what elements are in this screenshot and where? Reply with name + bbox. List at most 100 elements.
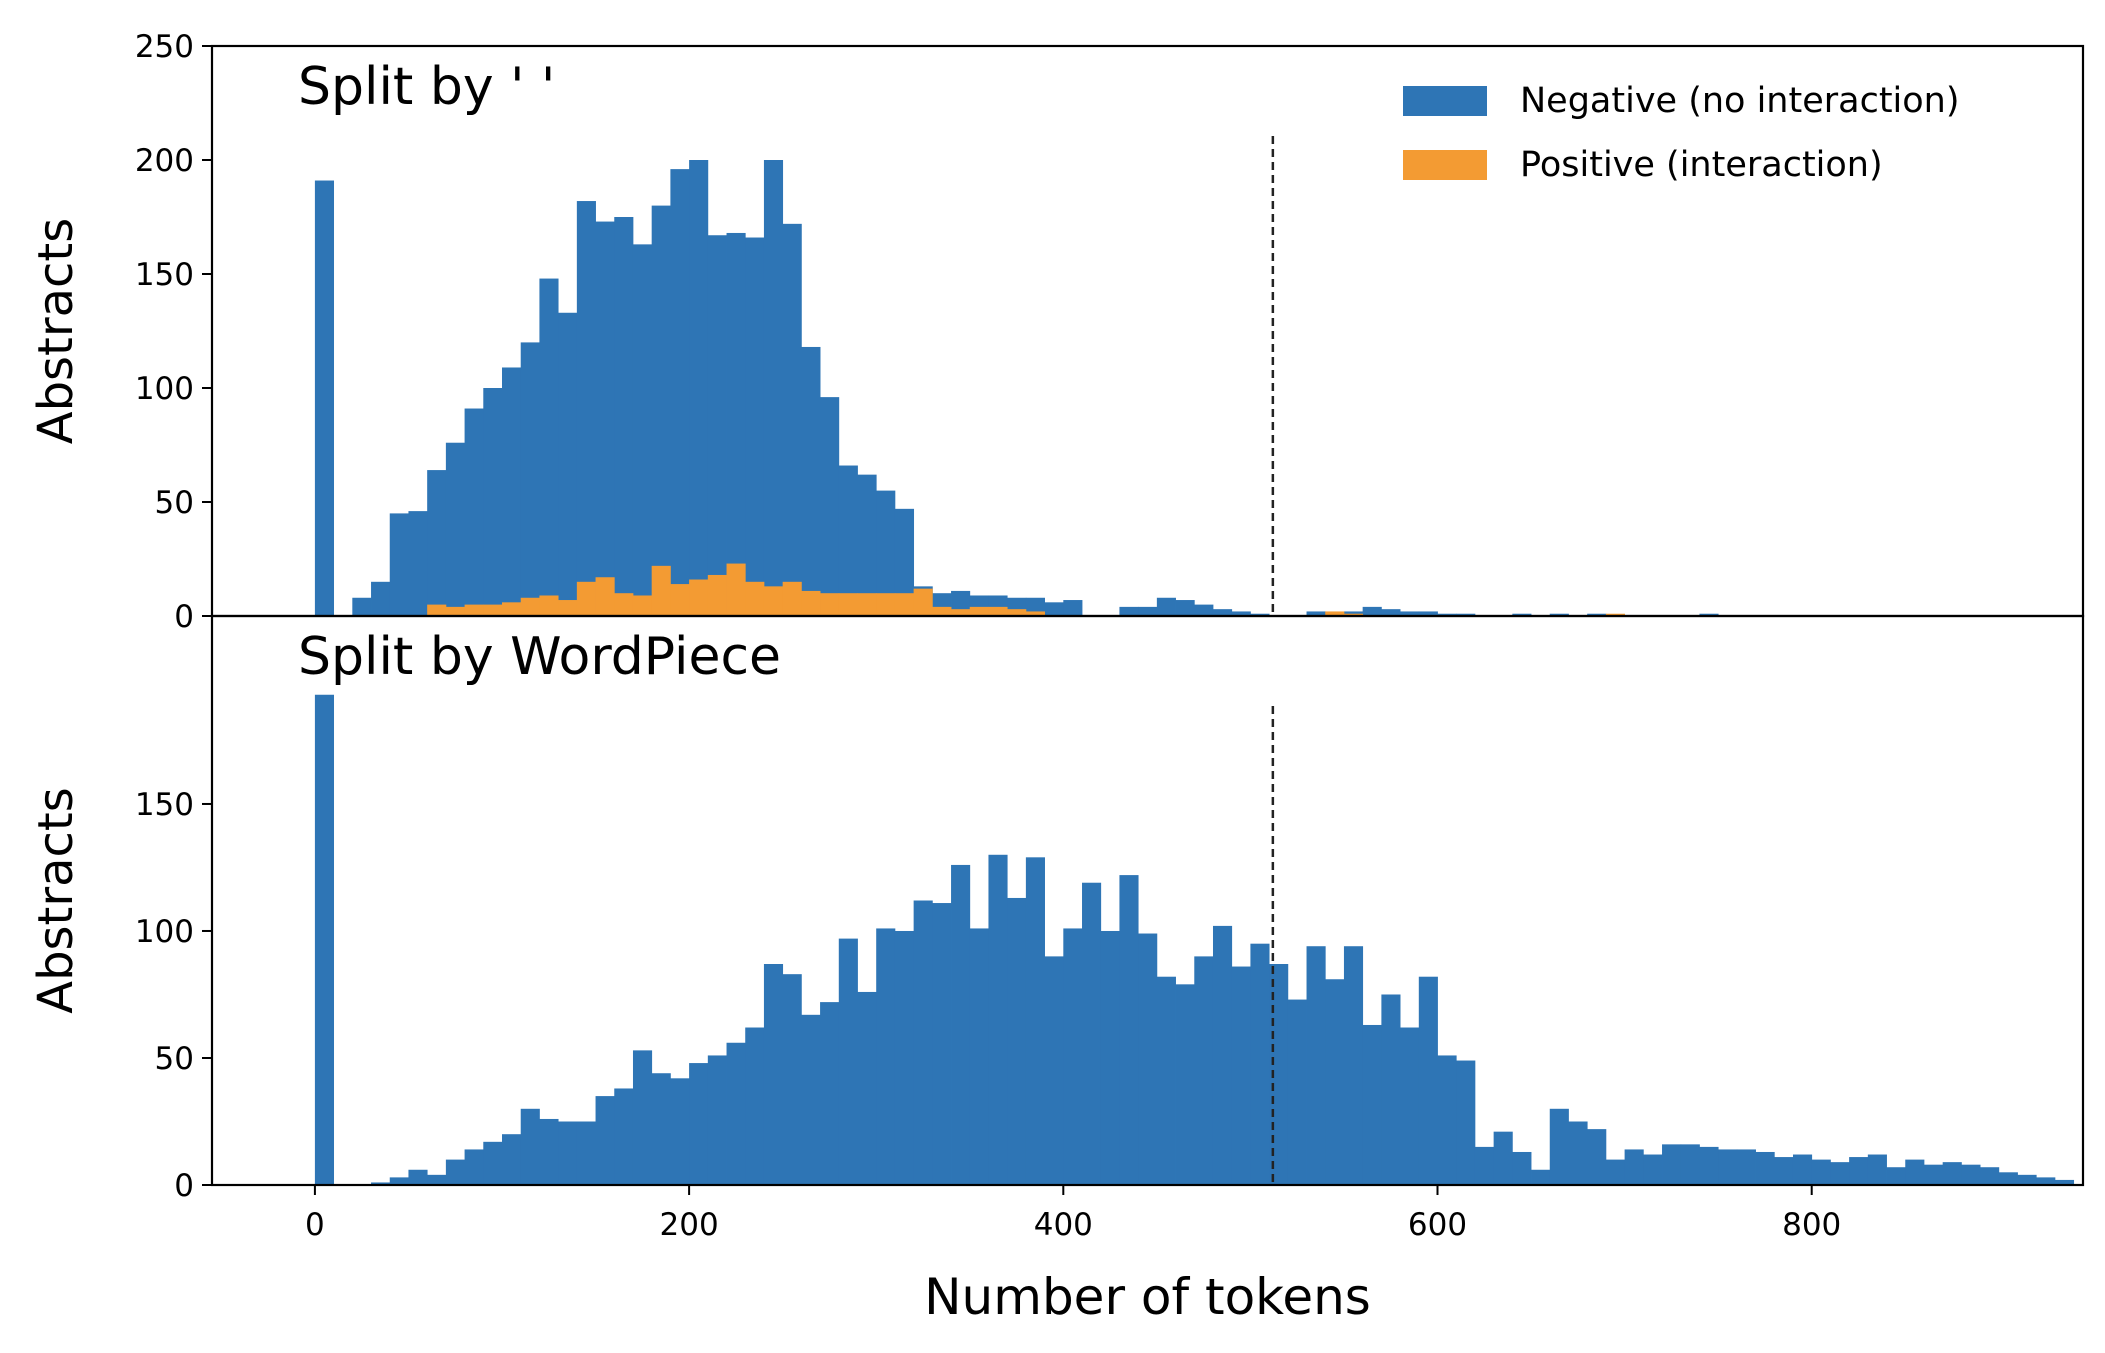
bottom-negative-bar: [520, 1108, 540, 1185]
top-negative-bar: [1250, 613, 1270, 616]
top-negative-bar: [1512, 613, 1532, 616]
top-positive-bar: [969, 606, 989, 616]
top-positive-bar: [502, 602, 522, 616]
top-negative-bar: [1194, 604, 1214, 616]
bottom-negative-bar: [1306, 946, 1326, 1185]
bottom-negative-bar: [1811, 1159, 1831, 1185]
bottom-negative-bar: [1886, 1167, 1906, 1185]
bottom-negative-bar: [408, 1169, 428, 1185]
bottom-negative-bar: [1512, 1151, 1532, 1185]
top-positive-bar: [951, 609, 971, 616]
top-negative-bar: [595, 221, 615, 616]
bottom-y-tick-label: 100: [135, 914, 194, 950]
bottom-negative-bar: [726, 1042, 746, 1185]
top-negative-bar: [894, 508, 915, 616]
top-negative-bar: [1381, 609, 1401, 616]
legend-label-negative: Negative (no interaction): [1520, 81, 1960, 121]
top-negative-bar: [427, 470, 447, 616]
top-negative-bar: [632, 244, 653, 617]
bottom-negative-bar: [1287, 999, 1307, 1185]
top-positive-bar: [558, 600, 578, 616]
bottom-negative-bar: [651, 1073, 671, 1185]
bottom-negative-bar: [1212, 925, 1233, 1185]
bottom-negative-bar: [1849, 1157, 1869, 1185]
bottom-y-tick-label: 50: [155, 1041, 194, 1077]
bottom-negative-bar: [2054, 1179, 2075, 1185]
x-tick-label: 600: [1408, 1207, 1467, 1243]
bottom-negative-bar: [445, 1159, 465, 1185]
top-positive-bar: [782, 581, 802, 616]
bottom-negative-bar: [670, 1078, 690, 1185]
bottom-negative-bar: [464, 1149, 484, 1185]
bottom-negative-bar: [1905, 1159, 1925, 1185]
top-positive-bar: [595, 577, 615, 616]
bottom-negative-bar: [1605, 1159, 1625, 1185]
top-negative-bar: [1400, 611, 1420, 616]
top-negative-bar: [1138, 606, 1158, 616]
bottom-negative-bar: [1718, 1149, 1738, 1185]
x-tick-label: 800: [1782, 1207, 1841, 1243]
bottom-negative-bar: [763, 964, 784, 1185]
top-y-tick-label: 250: [135, 29, 194, 65]
bottom-negative-bar: [1643, 1154, 1663, 1185]
top-positive-bar: [670, 584, 690, 616]
top-negative-bar: [1212, 609, 1233, 616]
top-negative-bar: [1119, 606, 1139, 616]
top-negative-bar: [1418, 611, 1438, 616]
top-negative-bar: [371, 581, 391, 616]
top-negative-bar: [502, 367, 522, 616]
bottom-negative-bar: [1474, 1146, 1495, 1185]
x-axis-label: Number of tokens: [924, 1268, 1371, 1326]
bottom-negative-bar: [1867, 1154, 1887, 1185]
bottom-x-ticks: 0 200 400 600 800: [305, 1185, 1841, 1243]
top-positive-bar: [614, 593, 634, 616]
top-y-axis-label: Abstracts: [28, 218, 84, 445]
top-negative-bar: [1063, 600, 1083, 616]
bottom-negative-bar: [1774, 1157, 1794, 1185]
top-positive-bar: [988, 606, 1008, 616]
bottom-negative-bar: [1456, 1060, 1476, 1185]
bottom-negative-bar: [1680, 1144, 1700, 1185]
bottom-negative-bar: [595, 1096, 615, 1185]
bottom-negative-bar: [1830, 1162, 1850, 1185]
bottom-negative-bar: [857, 991, 877, 1185]
top-positive-bar: [445, 606, 465, 616]
top-negative-bar: [1549, 613, 1569, 616]
top-y-tick-label: 200: [135, 143, 194, 179]
top-negative-bar: [782, 223, 802, 616]
bottom-negative-bar: [1400, 1027, 1420, 1185]
top-negative-bar: [820, 397, 840, 616]
bottom-negative-bar: [951, 864, 971, 1185]
top-positive-bar: [894, 593, 915, 616]
top-negative-bar: [651, 205, 671, 616]
top-positive-bars: [427, 563, 1625, 616]
top-y-ticks: 0 50 100 150 200 250: [135, 29, 212, 635]
bottom-negative-bar: [1119, 875, 1139, 1185]
bottom-negative-bar: [1100, 930, 1120, 1185]
top-negative-bar: [520, 342, 540, 616]
bottom-axes-frame: [210, 614, 2085, 1187]
bottom-negative-bar: [1437, 1055, 1457, 1185]
bottom-negative-bar: [1175, 984, 1195, 1185]
bottom-negative-bar: [1587, 1129, 1607, 1185]
top-negative-bar: [707, 235, 727, 617]
bottom-negative-bar: [1343, 946, 1364, 1185]
bottom-y-tick-label: 0: [174, 1168, 194, 1204]
bottom-negative-bar: [389, 1177, 409, 1185]
top-negative-bar: [614, 217, 634, 616]
legend: Negative (no interaction) Positive (inte…: [1403, 81, 1960, 185]
legend-swatch-negative: [1403, 86, 1487, 116]
top-y-tick-label: 150: [135, 257, 194, 293]
bottom-negative-bar: [1568, 1121, 1588, 1185]
top-negative-bar: [763, 160, 784, 616]
top-y-tick-label: 100: [135, 371, 194, 407]
top-positive-bar: [876, 593, 896, 616]
top-positive-bar: [651, 565, 671, 616]
bottom-negative-bar: [1531, 1169, 1551, 1185]
bottom-negative-bar: [1325, 979, 1345, 1185]
top-negative-bar: [483, 388, 503, 616]
top-negative-bars: [314, 160, 1719, 617]
top-negative-bar: [408, 511, 428, 616]
bottom-negative-bar: [427, 1174, 447, 1185]
